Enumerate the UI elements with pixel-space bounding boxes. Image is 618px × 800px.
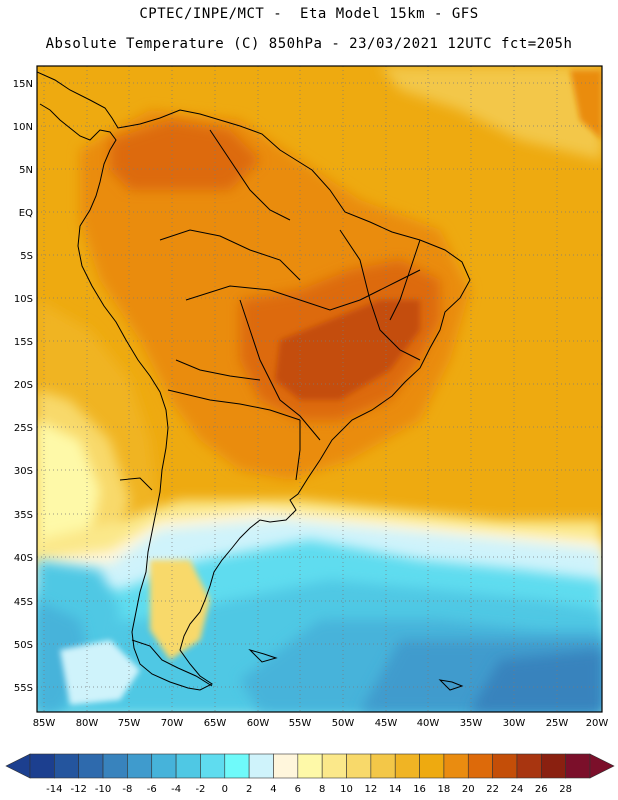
legend-swatch <box>516 753 542 779</box>
legend-swatch <box>321 753 347 779</box>
legend-swatch <box>443 753 469 779</box>
lat-label: 10N <box>13 122 33 133</box>
legend-swatch <box>78 753 104 779</box>
color-legend: -14 -12 -10 -8 -6 -4 -2 0 2 4 6 8 10 12 … <box>5 753 615 795</box>
legend-swatch <box>370 753 396 779</box>
legend-label: 28 <box>559 784 572 795</box>
lat-label: 5S <box>20 251 33 262</box>
lat-label: 55S <box>14 683 33 694</box>
legend-arrow-left <box>5 753 31 779</box>
chart-subtitle: Absolute Temperature (C) 850hPa - 23/03/… <box>45 36 573 52</box>
chart-title: CPTEC/INPE/MCT - Eta Model 15km - GFS <box>139 6 479 22</box>
legend-label: 16 <box>413 784 426 795</box>
legend-swatch <box>346 753 372 779</box>
lat-label: 10S <box>14 294 33 305</box>
legend-swatch <box>419 753 445 779</box>
lat-label: 5N <box>19 165 33 176</box>
legend-swatch <box>102 753 128 779</box>
latitude-labels: 15N 10N 5N EQ 5S 10S 15S 20S 25S 30S 35S… <box>13 79 33 694</box>
lon-label: 75W <box>118 718 141 729</box>
lat-label: 20S <box>14 380 33 391</box>
legend-label: 8 <box>319 784 325 795</box>
legend-swatch <box>297 753 323 779</box>
legend-swatch <box>175 753 201 779</box>
lat-label: 15S <box>14 337 33 348</box>
legend-label: -8 <box>122 784 132 795</box>
lon-label: 50W <box>332 718 355 729</box>
legend-swatch <box>224 753 250 779</box>
longitude-labels: 85W 80W 75W 70W 65W 60W 55W 50W 45W 40W … <box>33 718 609 729</box>
legend-label: 12 <box>365 784 378 795</box>
legend-swatch <box>151 753 177 779</box>
legend-swatch <box>394 753 420 779</box>
legend-swatch <box>29 753 55 779</box>
legend-swatch <box>565 753 591 779</box>
legend-label: -2 <box>195 784 205 795</box>
coastlines <box>37 71 471 691</box>
legend-label: 18 <box>438 784 451 795</box>
legend-label: 0 <box>222 784 228 795</box>
legend-swatch <box>541 753 566 779</box>
temperature-field <box>37 66 602 712</box>
temperature-map: 15N 10N 5N EQ 5S 10S 15S 20S 25S 30S 35S… <box>13 65 609 729</box>
plot-frame <box>36 65 603 713</box>
legend-swatch <box>248 753 274 779</box>
legend-label: 26 <box>535 784 548 795</box>
legend-swatch <box>54 753 79 779</box>
lon-label: 65W <box>204 718 227 729</box>
legend-label: 14 <box>389 784 402 795</box>
lon-label: 25W <box>546 718 569 729</box>
lat-label: 45S <box>14 597 33 608</box>
legend-swatch <box>273 753 299 779</box>
legend-label: 22 <box>486 784 499 795</box>
lat-label: 25S <box>14 423 33 434</box>
lon-label: 40W <box>417 718 440 729</box>
lat-label: 15N <box>13 79 33 90</box>
legend-arrow-right <box>589 753 615 779</box>
legend-swatch <box>200 753 226 779</box>
legend-labels: -14 -12 -10 -8 -6 -4 -2 0 2 4 6 8 10 12 … <box>46 784 572 795</box>
legend-swatch <box>467 753 493 779</box>
legend-label: 2 <box>246 784 252 795</box>
lon-label: 60W <box>247 718 270 729</box>
lon-label: 85W <box>33 718 56 729</box>
lon-label: 70W <box>161 718 184 729</box>
legend-swatches <box>5 753 615 779</box>
legend-label: -12 <box>71 784 87 795</box>
legend-label: 24 <box>511 784 524 795</box>
lon-label: 45W <box>375 718 398 729</box>
lat-label: 50S <box>14 640 33 651</box>
lon-label: 30W <box>503 718 526 729</box>
legend-label: 4 <box>270 784 276 795</box>
legend-swatch <box>492 753 518 779</box>
legend-label: -4 <box>171 784 181 795</box>
lon-label: 35W <box>460 718 483 729</box>
lat-label: EQ <box>19 208 33 219</box>
legend-label: -6 <box>147 784 157 795</box>
lon-label: 55W <box>289 718 312 729</box>
legend-label: -14 <box>46 784 62 795</box>
legend-label: -10 <box>95 784 111 795</box>
lat-label: 35S <box>14 510 33 521</box>
lat-label: 30S <box>14 466 33 477</box>
lon-label: 80W <box>76 718 99 729</box>
legend-label: 6 <box>295 784 301 795</box>
legend-label: 10 <box>340 784 353 795</box>
legend-label: 20 <box>462 784 475 795</box>
lon-label: 20W <box>586 718 609 729</box>
legend-swatch <box>127 753 153 779</box>
lat-label: 40S <box>14 553 33 564</box>
